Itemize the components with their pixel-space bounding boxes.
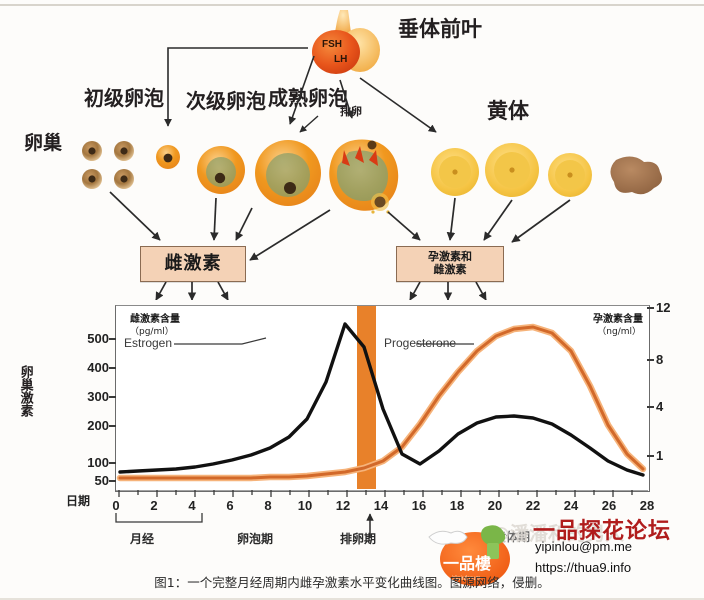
- rtick-1: 1: [656, 448, 664, 463]
- rtick-mark: [647, 406, 654, 408]
- rtick-mark: [647, 455, 654, 457]
- svg-text:FSH: FSH: [322, 39, 342, 50]
- phase-label-ovulatory: 排卵期: [340, 532, 377, 546]
- watermark-url: https://thua9.info: [535, 560, 632, 575]
- chart-canvas: [116, 306, 647, 489]
- ytick-100: 100: [87, 455, 109, 470]
- xtick-28: 28: [639, 498, 655, 513]
- bottom-rule: [0, 598, 704, 600]
- chart-side-label: 卵巢激素: [17, 365, 33, 417]
- right-axis-unit: （ng/ml）: [597, 327, 641, 337]
- figure-caption: 图1：一个完整月经周期内雌孕激素水平变化曲线图。图源网络，侵删。: [154, 575, 550, 590]
- stage-label-corpus-luteum: 黄体: [487, 99, 529, 123]
- rtick-mark: [647, 359, 654, 361]
- progesterone-curve: [118, 325, 645, 480]
- estrogen-curve: [118, 322, 645, 477]
- progesterone-estrogen-box: 孕激素和 雌激素: [396, 246, 504, 282]
- xtick-26: 26: [601, 498, 617, 513]
- xtick-8: 8: [264, 498, 272, 513]
- xtick-0: 0: [112, 498, 120, 513]
- top-rule: [0, 4, 704, 6]
- rtick-8: 8: [656, 352, 664, 367]
- rtick-mark: [647, 307, 654, 309]
- xtick-12: 12: [335, 498, 351, 513]
- watermark-email: yipinlou@pm.me: [535, 539, 633, 554]
- chart-plot-area: 雌激素含量 （pg/ml） 孕激素含量 （ng/ml） Estrogen Pro…: [115, 305, 650, 492]
- xtick-6: 6: [226, 498, 234, 513]
- xtick-24: 24: [563, 498, 579, 513]
- ovulation-pointer-arrow: [366, 513, 374, 538]
- xtick-16: 16: [411, 498, 427, 513]
- left-axis-title: 雌激素含量: [130, 314, 180, 325]
- ovulation-band: [357, 306, 376, 489]
- left-axis-unit: （pg/ml）: [130, 327, 174, 337]
- xtick-4: 4: [188, 498, 196, 513]
- xtick-22: 22: [525, 498, 541, 513]
- rtick-4: 4: [656, 399, 664, 414]
- pituitary-label: 垂体前叶: [398, 17, 482, 41]
- rtick-12: 12: [656, 300, 671, 315]
- ytick-mark: [109, 425, 116, 427]
- series-label-progesterone: Progesterone: [384, 336, 457, 350]
- x-axis-ticks: [115, 490, 648, 497]
- phase-label-menstruation: 月经: [130, 532, 155, 546]
- ytick-mark: [109, 462, 116, 464]
- series-label-estrogen: Estrogen: [124, 336, 173, 350]
- xtick-10: 10: [297, 498, 313, 513]
- watermark-badge-top: 一品樓: [443, 554, 491, 573]
- watermark: @潘潘和的男人 一品樓 Yipinforum 一品探花论坛 yipinlou@p…: [425, 513, 700, 588]
- estrogen-box: 雌激素: [140, 246, 246, 282]
- x-axis-title: 日期: [66, 494, 91, 508]
- anterior-pituitary-icon: FSH LH: [312, 10, 380, 74]
- xtick-2: 2: [150, 498, 158, 513]
- watermark-brand: 一品探花论坛: [533, 519, 672, 544]
- right-axis-title: 孕激素含量: [593, 314, 643, 325]
- xtick-18: 18: [449, 498, 465, 513]
- ytick-mark: [109, 338, 116, 340]
- menstruation-bracket: [115, 513, 203, 523]
- ytick-50: 50: [94, 473, 109, 488]
- ytick-200: 200: [87, 418, 109, 433]
- ytick-500: 500: [87, 331, 109, 346]
- ytick-mark: [109, 367, 116, 369]
- svg-text:LH: LH: [334, 54, 347, 65]
- ytick-mark: [109, 480, 116, 482]
- ytick-300: 300: [87, 389, 109, 404]
- ytick-400: 400: [87, 360, 109, 375]
- follicle-series-illustration: [82, 47, 662, 300]
- phase-label-follicular: 卵泡期: [237, 532, 274, 546]
- watermark-badge-icon: 一品樓 Yipinforum: [428, 525, 510, 586]
- xtick-14: 14: [373, 498, 389, 513]
- watermark-ghost-text: @潘潘和的男人: [491, 523, 625, 545]
- xtick-20: 20: [487, 498, 503, 513]
- ytick-mark: [109, 396, 116, 398]
- watermark-badge-bottom: Yipinforum: [452, 576, 480, 582]
